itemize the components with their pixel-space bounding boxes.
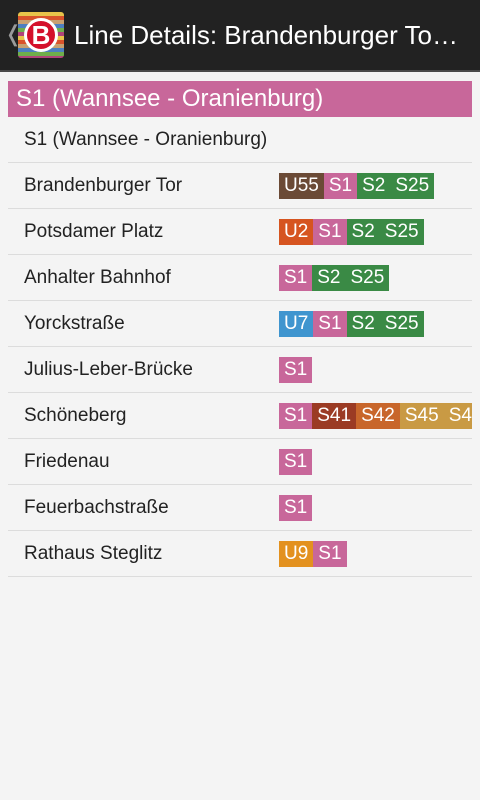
page-title: Line Details: Brandenburger To…	[74, 19, 458, 50]
line-badges: U2 S1 S2 S25	[279, 219, 472, 245]
line-badges: S1	[279, 357, 472, 383]
station-row[interactable]: Brandenburger Tor U55 S1 S2 S25	[8, 163, 472, 209]
station-list: S1 (Wannsee - Oranienburg) Brandenburger …	[8, 117, 472, 577]
line-badge[interactable]: S42	[356, 403, 400, 429]
back-caret-icon: ❬	[4, 22, 23, 47]
line-badge[interactable]: S25	[345, 265, 390, 291]
station-row[interactable]: Feuerbachstraße S1	[8, 485, 472, 531]
line-badge[interactable]: S1	[279, 403, 313, 429]
logo-letter: B	[31, 19, 51, 50]
line-badges: S1	[279, 449, 472, 475]
line-badge[interactable]: S1	[323, 173, 358, 199]
line-badge[interactable]: U2	[279, 219, 314, 245]
line-badge[interactable]: S41	[312, 403, 357, 429]
line-badges: U7 S1 S2 S25	[279, 311, 472, 337]
station-name: Feuerbachstraße	[24, 496, 169, 518]
logo-circle	[24, 18, 58, 52]
line-badges: S1 S2 S25	[279, 265, 472, 291]
line-badge[interactable]: S2	[357, 173, 391, 199]
station-name: Schöneberg	[24, 404, 127, 426]
station-name: Brandenburger Tor	[24, 174, 183, 196]
app-logo-icon: B	[18, 12, 64, 58]
line-badge[interactable]: U9	[279, 541, 314, 567]
line-badge[interactable]: S1	[279, 449, 313, 475]
station-name: Friedenau	[24, 450, 110, 472]
station-row[interactable]: Anhalter Bahnhof S1 S2 S25	[8, 255, 472, 301]
station-name: S1 (Wannsee - Oranienburg)	[24, 128, 268, 150]
station-row[interactable]: Rathaus Steglitz U9 S1	[8, 531, 472, 577]
station-name: Rathaus Steglitz	[24, 542, 163, 564]
station-name: Yorckstraße	[24, 312, 125, 334]
line-badge[interactable]: U7	[279, 311, 314, 337]
action-bar: ❬ B Line Details: Brandenburger To…	[0, 0, 480, 72]
line-badge[interactable]: S25	[379, 219, 424, 245]
line-badge[interactable]: S1	[279, 495, 313, 521]
line-badge[interactable]: S45	[399, 403, 444, 429]
line-badge[interactable]: S25	[390, 173, 435, 199]
line-badges: S1S41S42S45S46	[279, 403, 472, 429]
up-navigation-button[interactable]: ❬ B	[0, 0, 70, 71]
line-badge[interactable]: S2	[346, 311, 380, 337]
station-row[interactable]: Potsdamer Platz U2 S1 S2 S25	[8, 209, 472, 255]
station-row[interactable]: Friedenau S1	[8, 439, 472, 485]
line-badge[interactable]: S1	[279, 265, 313, 291]
line-badges: U9 S1	[279, 541, 472, 567]
station-row[interactable]: Schöneberg S1S41S42S45S46	[8, 393, 472, 439]
line-badge[interactable]: S25	[379, 311, 424, 337]
station-name: Anhalter Bahnhof	[24, 266, 171, 288]
station-row[interactable]: Julius-Leber-Brücke S1	[8, 347, 472, 393]
line-header: S1 (Wannsee - Oranienburg)	[8, 81, 472, 117]
line-badge[interactable]: S1	[313, 219, 347, 245]
station-row[interactable]: Yorckstraße U7 S1 S2 S25	[8, 301, 472, 347]
line-badge[interactable]: U55	[279, 173, 324, 199]
station-row[interactable]: S1 (Wannsee - Oranienburg)	[8, 117, 472, 163]
line-badge[interactable]: S1	[313, 541, 347, 567]
line-badge[interactable]: S46	[443, 403, 472, 429]
station-name: Potsdamer Platz	[24, 220, 164, 242]
line-badges: U55 S1 S2 S25	[279, 173, 472, 199]
line-badge[interactable]: S1	[279, 357, 313, 383]
line-badges: S1	[279, 495, 472, 521]
line-badge[interactable]: S2	[312, 265, 346, 291]
line-badge[interactable]: S1	[313, 311, 347, 337]
station-name: Julius-Leber-Brücke	[24, 358, 193, 380]
line-badge[interactable]: S2	[346, 219, 380, 245]
